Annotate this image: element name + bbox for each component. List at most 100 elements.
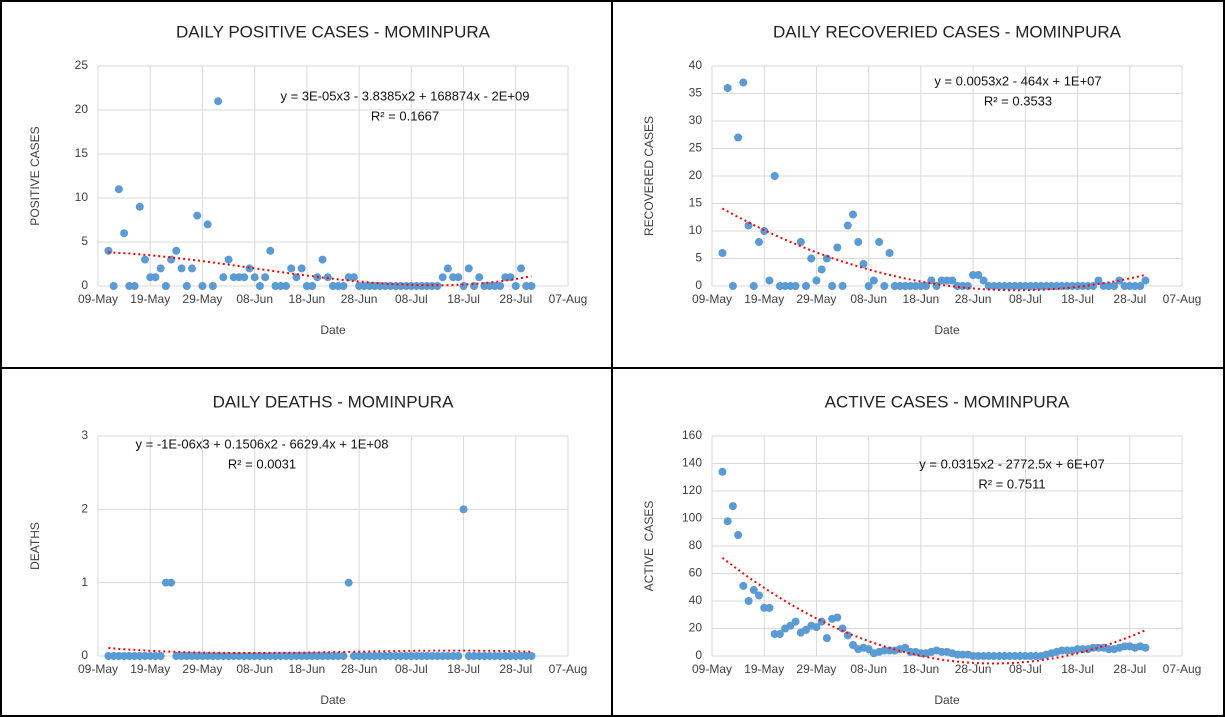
x-tick-label: 18-Jun [289,662,326,676]
point [208,282,217,290]
trendline [721,207,1146,292]
y-tick-label: 10 [689,223,703,237]
y-tick-label: 20 [75,102,89,116]
x-tick-label: 28-Jun [955,662,992,676]
point [812,276,821,285]
trendline [108,647,532,654]
trend-r2: R² = 0.7511 [978,476,1045,491]
y-tick-label: 20 [689,168,703,182]
y-tick-label: 2 [81,502,88,516]
trend-r2: R² = 0.0031 [228,456,296,471]
point [224,255,233,264]
point [511,282,520,290]
x-tick-label: 18-Jul [447,662,480,676]
point [496,282,505,290]
x-tick-label: 28-Jun [955,292,992,306]
y-tick-label: 160 [682,428,702,442]
point [454,273,463,282]
point [833,243,842,252]
point [1110,282,1119,290]
x-tick-label: 08-Jun [850,292,887,306]
point [723,517,732,526]
point [838,282,847,290]
point [344,578,353,587]
point [770,172,779,180]
x-tick-label: 07-Aug [549,292,588,306]
point [854,238,863,246]
x-tick-label: 09-May [78,292,118,306]
point [240,273,249,282]
x-tick-label: 28-Jun [341,662,378,676]
y-tick-label: 5 [695,251,702,265]
point [755,238,763,246]
point [749,586,758,594]
point [1115,276,1124,285]
x-tick-label: 08-Jul [1009,292,1042,306]
y-axis-title: DEATHS [28,522,42,570]
x-tick-label: 18-Jun [903,662,940,676]
point [922,282,931,290]
point [261,273,270,282]
point [718,249,727,257]
point [838,624,847,633]
y-axis-title: ACTIVE CASES [642,501,656,592]
point [796,238,805,246]
point [475,273,484,282]
x-tick-label: 19-May [744,662,784,676]
point [141,255,149,264]
trendline [108,251,532,287]
point [198,282,207,290]
x-tick-label: 08-Jul [395,662,428,676]
point [203,220,212,229]
y-tick-label: 120 [682,483,702,497]
x-axis-title: Date [320,323,346,337]
point [974,271,983,279]
y-axis-title: RECOVERED CASES [642,116,656,236]
x-tick-label: 28-Jul [499,662,532,676]
y-axis-title: POSITIVE CASES [28,126,42,225]
point [151,273,160,282]
trend-equation: y = -1E-06x3 + 0.1506x2 - 6629.4x + 1E+0… [136,436,389,451]
y-tick-label: 100 [682,511,702,525]
point [464,264,473,273]
point [527,282,536,290]
point [161,282,170,290]
point [1141,643,1150,652]
y-tick-label: 10 [75,190,89,204]
point [869,276,878,285]
point [822,254,831,263]
point [864,282,873,290]
point [120,229,129,238]
x-tick-label: 07-Aug [1163,662,1202,676]
point [172,246,181,255]
y-tick-label: 140 [682,456,702,470]
panel: DAILY DEATHS - MOMINPURA 0 1 2 3 09-May 19-May… [28,392,587,707]
point [739,78,748,87]
point [214,97,223,106]
point [739,581,748,590]
point [459,282,468,290]
point [791,617,800,626]
x-tick-label: 28-Jul [1113,292,1146,306]
point [744,221,753,230]
x-tick-label: 07-Aug [549,662,588,676]
y-tick-label: 40 [689,58,703,72]
point [979,276,988,285]
y-tick-label: 1 [81,575,88,589]
x-axis-title: Date [320,693,346,707]
trend-r2: R² = 0.3533 [984,93,1052,108]
point [728,282,737,290]
point [517,264,525,273]
x-tick-label: 19-May [130,662,170,676]
point [875,238,884,246]
y-tick-label: 0 [81,648,88,662]
point [843,221,852,230]
x-tick-label: 18-Jun [289,292,326,306]
point [749,282,758,290]
y-tick-label: 35 [689,86,703,100]
y-tick-label: 0 [81,278,88,292]
x-tick-label: 09-May [78,662,118,676]
trend-r2: R² = 0.1667 [371,108,439,123]
x-tick-label: 08-Jul [395,292,428,306]
point [282,282,290,290]
